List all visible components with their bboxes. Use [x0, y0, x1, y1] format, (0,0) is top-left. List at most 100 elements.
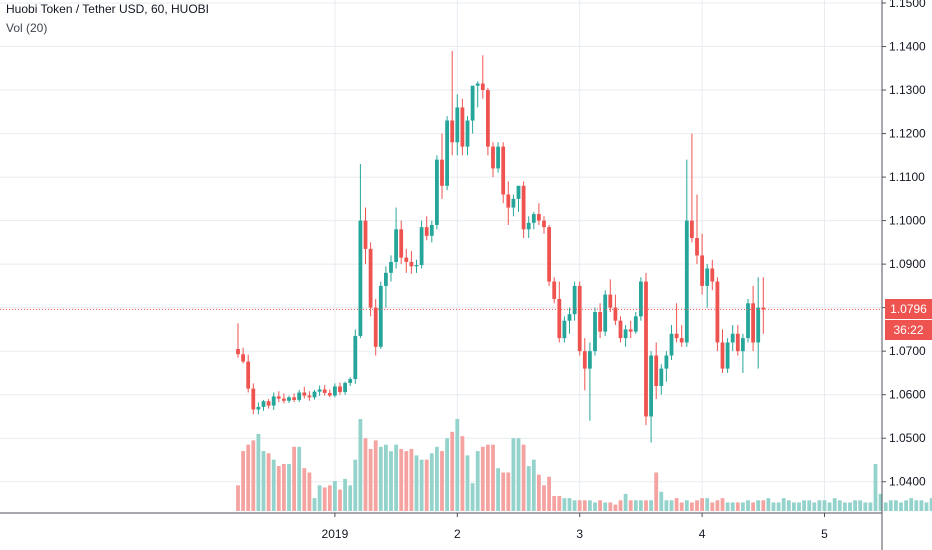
volume-bar — [817, 500, 822, 511]
volume-bar — [659, 491, 664, 511]
volume-bar — [236, 485, 240, 511]
volume-bar — [445, 438, 449, 511]
volume-bar — [822, 500, 827, 511]
candle-body — [251, 388, 256, 410]
volume-bar — [317, 485, 322, 511]
volume-bar — [919, 500, 924, 511]
volume-bar — [373, 440, 378, 511]
volume-bar — [414, 455, 419, 511]
candle-body — [353, 335, 358, 380]
volume-bar — [552, 496, 557, 511]
volume-bar — [741, 502, 745, 511]
volume-bar — [516, 438, 521, 511]
volume-bar — [338, 489, 342, 511]
candle-body — [343, 382, 347, 393]
volume-bar — [577, 500, 582, 511]
candle-body — [409, 261, 414, 267]
candle-body — [460, 107, 465, 147]
volume-bar — [873, 463, 878, 511]
volume-bar — [705, 498, 710, 511]
candle-body — [705, 268, 710, 286]
volume-bar — [598, 500, 602, 511]
candle-body — [593, 312, 597, 352]
y-tick-label: 1.1500 — [889, 0, 926, 10]
volume-bar — [256, 433, 261, 511]
candle-body — [577, 285, 582, 352]
candle-body — [419, 227, 424, 266]
x-tick-label: 3 — [576, 527, 583, 541]
volume-bar — [567, 498, 572, 511]
volume-bar — [424, 459, 429, 511]
candle-body — [531, 214, 536, 223]
candle-body — [496, 146, 500, 169]
volume-bar — [633, 500, 638, 511]
candle-body — [746, 303, 750, 339]
volume-bar — [827, 502, 832, 511]
volume-indicator-label[interactable]: Vol (20) — [6, 21, 48, 35]
last-price-tag: 1.0796 — [885, 299, 932, 320]
volume-bar — [690, 502, 694, 511]
volume-bar — [761, 500, 766, 511]
volume-bar — [557, 496, 562, 511]
volume-bar — [251, 440, 256, 511]
candle-body — [537, 214, 541, 221]
volume-bar — [766, 498, 771, 511]
volume-bar — [837, 500, 842, 511]
volume-bar — [608, 502, 613, 511]
candle-body — [511, 198, 516, 208]
volume-bar — [639, 500, 643, 511]
volume-bar — [491, 444, 495, 511]
volume-bar — [399, 448, 404, 511]
candle-body — [384, 272, 388, 286]
candle-body — [700, 255, 704, 286]
candle-body — [567, 314, 572, 321]
candle-body — [475, 83, 480, 86]
candle-body — [654, 355, 659, 386]
candle-body — [236, 348, 240, 355]
volume-bar — [241, 451, 245, 511]
volume-bar — [649, 500, 653, 511]
volume-bar — [888, 500, 893, 511]
volume-bar — [715, 500, 720, 511]
candle-body — [399, 229, 404, 258]
volume-bar — [302, 468, 307, 511]
candle-body — [588, 351, 592, 369]
candle-body — [389, 261, 393, 273]
volume-bar — [730, 502, 735, 511]
volume-bar — [909, 498, 914, 511]
volume-bar — [695, 500, 699, 511]
candle-body — [557, 298, 562, 339]
candle-body — [256, 406, 261, 410]
volume-bar — [521, 444, 526, 511]
candle-body — [761, 307, 766, 310]
x-tick-label: 2 — [454, 527, 461, 541]
candle-body — [465, 120, 470, 147]
volume-bar — [455, 419, 460, 511]
volume-bar — [276, 466, 281, 511]
volume-bar — [669, 500, 674, 511]
candle-body — [639, 281, 643, 317]
candle-body — [440, 159, 444, 186]
volume-bar — [429, 453, 434, 511]
chart-title: Huobi Token / Tether USD, 60, HUOBI — [6, 2, 209, 16]
volume-bar — [419, 459, 424, 511]
candle-body — [333, 386, 337, 396]
candle-body — [613, 307, 618, 321]
candle-body — [735, 333, 740, 352]
candle-body — [246, 361, 251, 389]
y-tick-label: 1.1400 — [889, 40, 926, 54]
volume-bar — [746, 500, 750, 511]
candle-body — [307, 395, 312, 398]
candle-body — [445, 120, 449, 186]
volume-bar — [710, 502, 715, 511]
volume-bar — [307, 472, 312, 511]
candle-body — [266, 401, 271, 406]
volume-bar — [700, 498, 704, 511]
volume-bar — [537, 474, 541, 511]
candle-body — [526, 222, 531, 230]
volume-bar — [776, 502, 781, 511]
candle-body — [414, 265, 419, 267]
candle-body — [649, 355, 653, 417]
volume-bar — [368, 448, 373, 511]
